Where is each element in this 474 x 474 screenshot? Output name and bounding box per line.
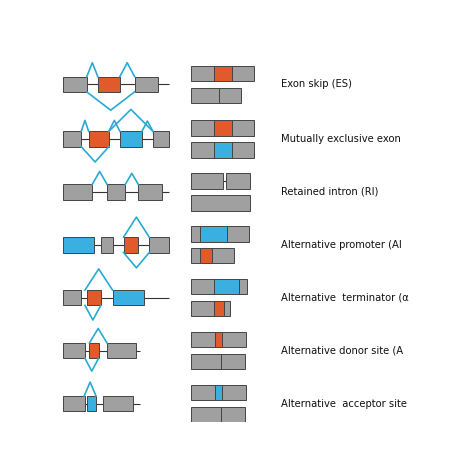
Bar [232, 120, 254, 136]
Bar [87, 396, 96, 411]
Bar [239, 279, 247, 294]
Bar [63, 237, 94, 253]
Bar [63, 290, 82, 305]
Bar [232, 142, 254, 158]
Bar [107, 184, 125, 200]
Text: Mutually exclusive exon: Mutually exclusive exon [282, 134, 401, 144]
Bar [213, 142, 232, 158]
Bar [213, 301, 224, 316]
Bar [191, 279, 213, 294]
Bar [63, 343, 85, 358]
Bar [63, 396, 85, 411]
Text: Alternative  acceptor site: Alternative acceptor site [282, 399, 408, 409]
Bar [191, 88, 219, 103]
Bar [191, 407, 221, 422]
Bar [200, 248, 212, 264]
Bar [149, 237, 170, 253]
Text: Alternative promoter (Al: Alternative promoter (Al [282, 240, 402, 250]
Bar [227, 226, 249, 242]
Bar [89, 131, 109, 146]
Bar [63, 184, 92, 200]
Bar [221, 354, 245, 369]
Bar [90, 343, 99, 358]
Bar [191, 332, 215, 347]
Bar [222, 332, 246, 347]
Text: Retained intron (RI): Retained intron (RI) [282, 187, 379, 197]
Bar [191, 301, 213, 316]
Bar [221, 407, 245, 422]
Bar [219, 88, 241, 103]
Bar [215, 385, 222, 401]
Bar [191, 65, 213, 81]
Text: Alternative  terminator (α: Alternative terminator (α [282, 293, 409, 303]
Bar [120, 131, 142, 146]
Bar [191, 142, 213, 158]
Bar [135, 77, 158, 92]
Bar [138, 184, 162, 200]
Text: Exon skip (ES): Exon skip (ES) [282, 79, 352, 89]
Bar [191, 173, 223, 189]
Bar [191, 248, 200, 264]
Bar [107, 343, 137, 358]
Bar [191, 385, 215, 401]
Bar [224, 301, 230, 316]
Bar [63, 77, 87, 92]
Bar [215, 332, 222, 347]
Bar [213, 279, 239, 294]
Bar [232, 65, 254, 81]
Bar [212, 248, 235, 264]
Bar [200, 226, 227, 242]
Bar [191, 120, 213, 136]
Bar [103, 396, 133, 411]
Bar [191, 354, 221, 369]
Bar [222, 385, 246, 401]
Bar [63, 131, 82, 146]
Bar [191, 226, 200, 242]
Text: Alternative donor site (A: Alternative donor site (A [282, 346, 404, 356]
Bar [87, 290, 101, 305]
Bar [226, 173, 249, 189]
Bar [101, 237, 112, 253]
Bar [124, 237, 138, 253]
Bar [191, 195, 249, 210]
Bar [98, 77, 120, 92]
Bar [213, 65, 232, 81]
Bar [213, 120, 232, 136]
Bar [153, 131, 169, 146]
Bar [112, 290, 144, 305]
